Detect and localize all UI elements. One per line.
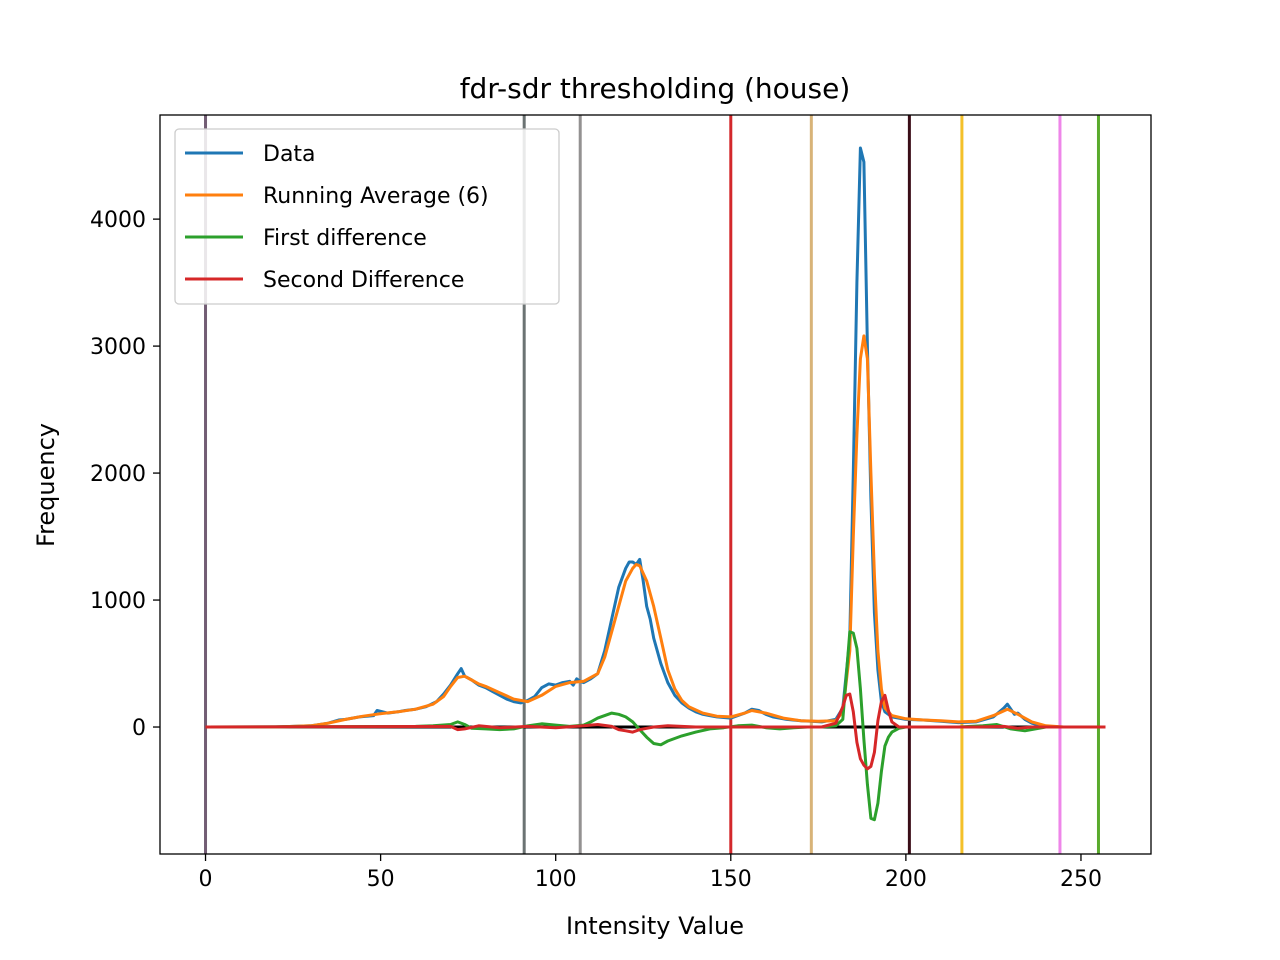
legend-box bbox=[174, 128, 560, 305]
y-axis-label: Frequency bbox=[32, 423, 60, 547]
x-tick-label-1: 50 bbox=[367, 867, 395, 892]
legend-label-0: Data bbox=[263, 142, 316, 167]
legend-label-3: Second Difference bbox=[263, 268, 464, 293]
x-axis-label: Intensity Value bbox=[566, 912, 744, 940]
legend-label-2: First difference bbox=[263, 226, 427, 251]
series-line-1 bbox=[205, 334, 1099, 729]
legend-label-1: Running Average (6) bbox=[263, 184, 489, 209]
x-tick-label-2: 100 bbox=[535, 867, 577, 892]
y-axis-ticks: 0 1000 2000 3000 4000 bbox=[90, 208, 160, 741]
legend: Data Running Average (6) First difference S… bbox=[174, 128, 560, 305]
x-tick-label-4: 200 bbox=[885, 867, 927, 892]
series-line-3 bbox=[205, 692, 1106, 771]
series-lines bbox=[205, 146, 1106, 822]
y-tick-label-3: 3000 bbox=[90, 335, 146, 360]
chart-title: fdr-sdr thresholding (house) bbox=[460, 72, 851, 105]
x-tick-label-3: 150 bbox=[710, 867, 752, 892]
x-axis-ticks: 0 50 100 150 200 250 bbox=[199, 854, 1102, 892]
y-tick-label-0: 0 bbox=[132, 716, 146, 741]
plot-frame bbox=[159, 114, 1152, 855]
legend-items: Data Running Average (6) First difference S… bbox=[185, 142, 489, 293]
series-line-2 bbox=[205, 630, 1099, 822]
y-tick-label-2: 2000 bbox=[90, 462, 146, 487]
x-tick-label-0: 0 bbox=[199, 867, 213, 892]
y-tick-label-1: 1000 bbox=[90, 589, 146, 614]
y-tick-label-4: 4000 bbox=[90, 208, 146, 233]
x-tick-label-5: 250 bbox=[1060, 867, 1102, 892]
